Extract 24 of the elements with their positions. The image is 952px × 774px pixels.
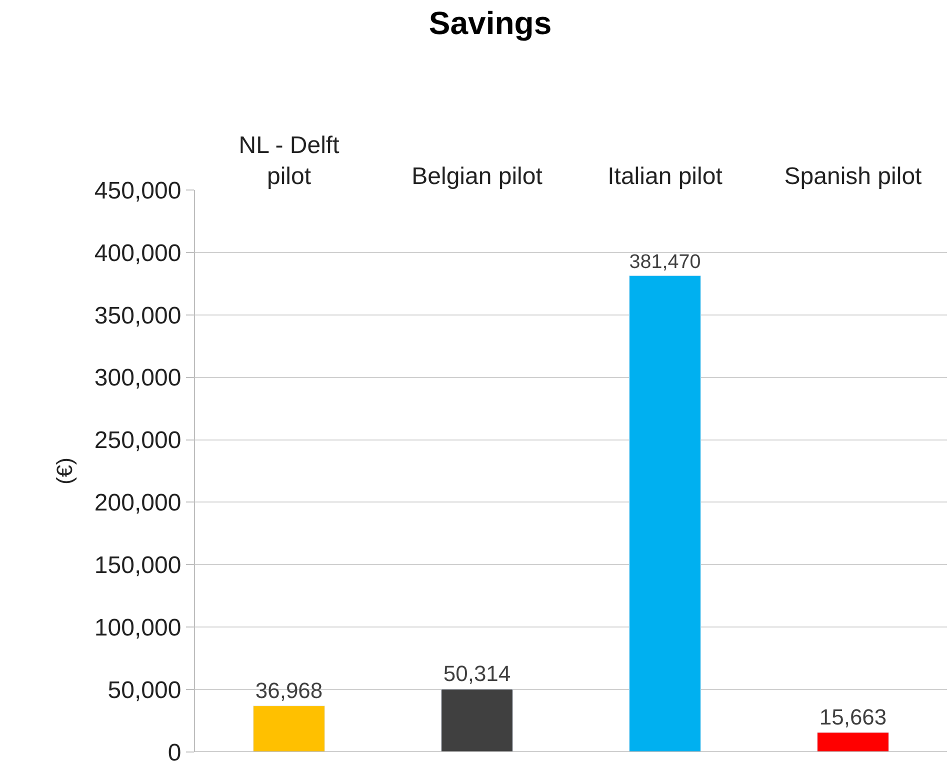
y-tick-label: 400,000 bbox=[94, 240, 182, 267]
bar bbox=[441, 688, 513, 752]
data-label: 50,314 bbox=[443, 661, 511, 686]
y-tick-label: 100,000 bbox=[94, 614, 182, 642]
data-label: 15,663 bbox=[819, 704, 887, 730]
x-tick-label: Belgian pilot bbox=[412, 163, 543, 190]
y-tick-label: 300,000 bbox=[94, 364, 182, 392]
bar bbox=[253, 706, 325, 752]
y-axis-title: (€) bbox=[52, 458, 78, 484]
chart-title: Savings bbox=[428, 5, 552, 42]
x-tick-label: NL - Delft pilot bbox=[238, 132, 340, 190]
y-tick-label: 350,000 bbox=[94, 302, 182, 330]
y-tick-label: 450,000 bbox=[94, 177, 182, 204]
y-tick-label: 200,000 bbox=[94, 490, 182, 517]
y-tick-label: 150,000 bbox=[94, 552, 182, 580]
y-tick-label: 50,000 bbox=[108, 676, 182, 704]
y-tick-label: 0 bbox=[168, 739, 182, 766]
bar bbox=[817, 732, 889, 752]
bar bbox=[629, 275, 701, 752]
data-label: 36,968 bbox=[255, 678, 323, 703]
data-label: 381,470 bbox=[629, 251, 701, 274]
y-tick-label: 250,000 bbox=[94, 427, 182, 454]
x-tick-label: Italian pilot bbox=[608, 163, 723, 190]
x-tick-label: Spanish pilot bbox=[784, 163, 922, 190]
